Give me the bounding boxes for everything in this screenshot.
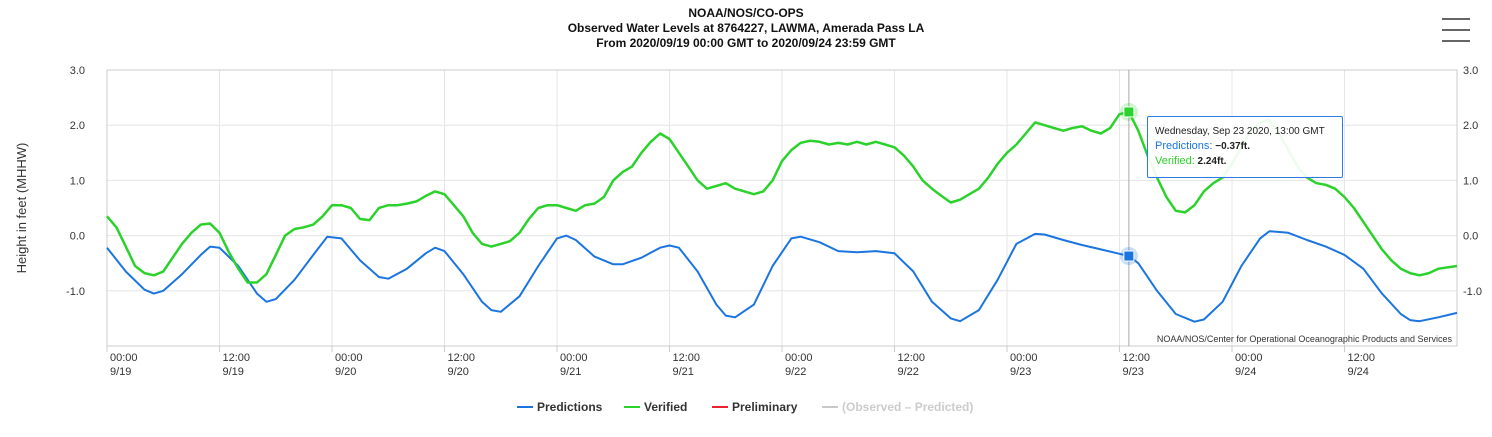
- x-tick-time: 12:00: [223, 352, 251, 364]
- y-tick-label-left: 2.0: [70, 120, 85, 132]
- y-axis-left: 3.0 2.0 1.0 0.0 -1.0: [66, 65, 85, 298]
- y-tick-label-right: 3.0: [1463, 65, 1478, 77]
- tooltip-verified-label: Verified:: [1155, 155, 1195, 167]
- x-tick-time: 12:00: [898, 352, 926, 364]
- x-tick-time: 12:00: [673, 352, 701, 364]
- y-tick-label-right: -1.0: [1463, 286, 1482, 298]
- y-tick-label-left: 1.0: [70, 175, 85, 187]
- chart-agency-title: NOAA/NOS/CO-OPS: [688, 6, 804, 20]
- x-tick-date: 9/21: [673, 366, 694, 378]
- legend-item-3: (Observed – Predicted): [842, 400, 973, 414]
- chart-station-title: Observed Water Levels at 8764227, LAWMA,…: [567, 21, 925, 35]
- y-tick-label-right: 1.0: [1463, 175, 1478, 187]
- tooltip-verified-row: Verified: 2.24ft.: [1155, 154, 1335, 169]
- x-tick-date: 9/24: [1348, 366, 1369, 378]
- x-tick-time: 00:00: [785, 352, 813, 364]
- x-tick-date: 9/23: [1123, 366, 1144, 378]
- legend-item-2: Preliminary: [732, 400, 798, 414]
- x-tick-date: 9/20: [448, 366, 469, 378]
- tooltip-date: Wednesday, Sep 23 2020, 13:00 GMT: [1155, 126, 1325, 137]
- chart-title-block: NOAA/NOS/CO-OPS Observed Water Levels at…: [0, 6, 1492, 51]
- y-axis-label: Height in feet (MHHW): [14, 143, 29, 274]
- legend: Predictions Verified Preliminary (Observed …: [517, 400, 973, 414]
- x-tick-time: 00:00: [1235, 352, 1263, 364]
- highlight-markers: [1119, 102, 1138, 266]
- x-tick-time: 00:00: [335, 352, 363, 364]
- tooltip-predictions-value: −0.37ft.: [1215, 141, 1251, 152]
- chart-range-title: From 2020/09/19 00:00 GMT to 2020/09/24 …: [596, 36, 896, 50]
- y-tick-label-left: 3.0: [70, 65, 85, 77]
- menu-bar-middle: [1442, 29, 1470, 31]
- legend-item-1: Verified: [644, 400, 687, 414]
- credit-text: NOAA/NOS/Center for Operational Oceanogr…: [1157, 334, 1453, 344]
- x-tick-time: 00:00: [560, 352, 588, 364]
- tooltip-predictions-label: Predictions:: [1155, 140, 1213, 152]
- x-axis: 00:00 9/19 12:00 9/19 00:00 9/20 12:00 9/20 00:0…: [106, 346, 1376, 378]
- y-tick-label-left: -1.0: [66, 286, 85, 298]
- y-tick-label-left: 0.0: [70, 231, 85, 243]
- y-tick-label-right: 2.0: [1463, 120, 1478, 132]
- menu-bar-top: [1442, 18, 1470, 20]
- menu-bar-bottom: [1442, 40, 1470, 42]
- verified-marker: [1123, 106, 1135, 118]
- tooltip-predictions-row: Predictions: −0.37ft.: [1155, 139, 1335, 154]
- hamburger-menu-icon[interactable]: [1442, 18, 1470, 44]
- x-tick-date: 9/22: [785, 366, 806, 378]
- x-tick-date: 9/21: [560, 366, 581, 378]
- x-tick-time: 12:00: [1348, 352, 1376, 364]
- x-tick-date: 9/22: [898, 366, 919, 378]
- x-tick-date: 9/23: [1010, 366, 1031, 378]
- legend-item-0: Predictions: [537, 400, 603, 414]
- x-tick-time: 12:00: [448, 352, 476, 364]
- x-tick-date: 9/19: [110, 366, 131, 378]
- x-tick-date: 9/20: [335, 366, 356, 378]
- x-tick-time: 00:00: [110, 352, 138, 364]
- x-tick-time: 00:00: [1010, 352, 1038, 364]
- x-tick-date: 9/24: [1235, 366, 1256, 378]
- x-tick-date: 9/19: [223, 366, 244, 378]
- y-axis-right: 3.0 2.0 1.0 0.0 -1.0: [1463, 65, 1482, 298]
- grid-lines: [106, 69, 1457, 346]
- x-tick-time: 12:00: [1123, 352, 1151, 364]
- tooltip-verified-value: 2.24ft.: [1197, 156, 1227, 167]
- data-tooltip: Wednesday, Sep 23 2020, 13:00 GMT Predic…: [1147, 116, 1343, 178]
- y-tick-label-right: 0.0: [1463, 231, 1478, 243]
- series-line-0: [106, 230, 1458, 323]
- predictions-marker: [1123, 250, 1135, 262]
